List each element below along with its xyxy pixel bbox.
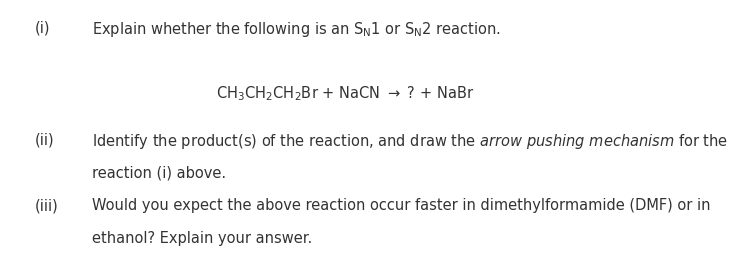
Text: Explain whether the following is an $\mathrm{S_{N}}$1 or $\mathrm{S_{N}}$2 react: Explain whether the following is an $\ma… xyxy=(92,20,501,39)
Text: reaction (i) above.: reaction (i) above. xyxy=(92,165,225,180)
Text: (i): (i) xyxy=(35,20,51,35)
Text: ethanol? Explain your answer.: ethanol? Explain your answer. xyxy=(92,231,312,246)
Text: (iii): (iii) xyxy=(35,198,59,213)
Text: Identify the product(s) of the reaction, and draw the $\mathit{arrow\ pushing\ m: Identify the product(s) of the reaction,… xyxy=(92,132,728,151)
Text: Would you expect the above reaction occur faster in dimethylformamide (DMF) or i: Would you expect the above reaction occu… xyxy=(92,198,710,213)
Text: $\mathrm{CH_{3}CH_{2}CH_{2}Br}$ + NaCN $\rightarrow$ ? + NaBr: $\mathrm{CH_{3}CH_{2}CH_{2}Br}$ + NaCN $… xyxy=(216,84,474,103)
Text: (ii): (ii) xyxy=(35,132,55,147)
